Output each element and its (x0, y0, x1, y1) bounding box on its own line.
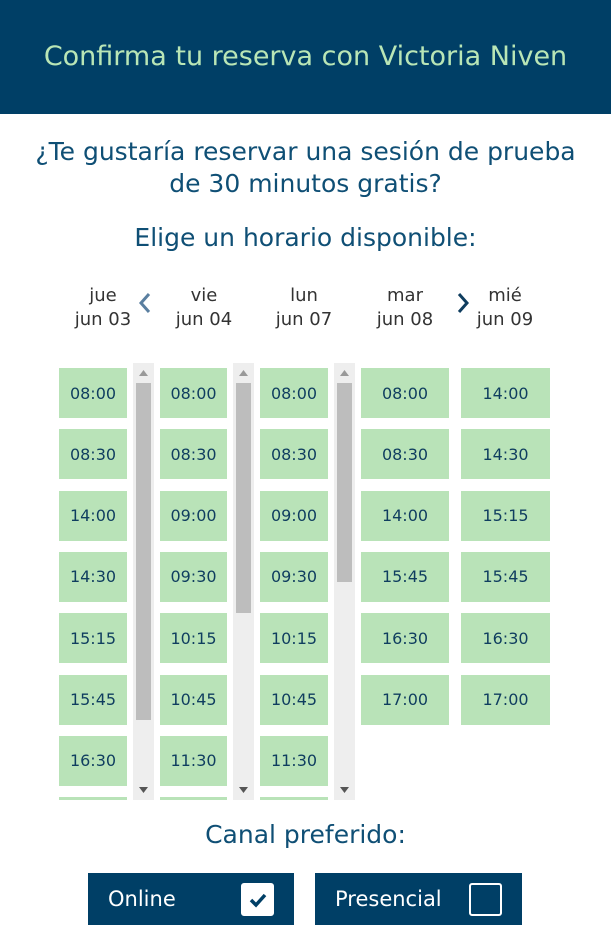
online-checkbox[interactable] (241, 883, 274, 916)
slots-column-mar: 08:00 08:30 14:00 15:45 16:30 17:00 (361, 368, 449, 800)
time-slot-button[interactable]: 09:00 (260, 490, 328, 541)
time-slot-button[interactable]: 15:15 (59, 613, 127, 664)
time-slot-button[interactable]: 16:30 (361, 613, 449, 664)
chevron-left-icon (138, 293, 151, 313)
page-title: Confirma tu reserva con Victoria Niven (43, 41, 568, 72)
slots-column-vie: 08:00 08:30 09:00 09:30 10:15 10:45 11:30 (160, 368, 227, 800)
time-slot-button[interactable]: 08:00 (160, 368, 227, 418)
time-slot-partial[interactable] (59, 797, 127, 800)
time-slot-button[interactable]: 11:30 (260, 735, 328, 786)
day-header-2: lun jun 07 (259, 284, 349, 332)
presencial-checkbox[interactable] (469, 883, 502, 916)
time-slot-button[interactable]: 14:30 (461, 429, 550, 480)
slots-column-mie: 14:00 14:30 15:15 15:45 16:30 17:00 (461, 368, 550, 800)
time-slot-button[interactable]: 08:00 (260, 368, 328, 418)
scroll-up-arrow[interactable] (233, 365, 254, 381)
slots-scrollbar-vie[interactable] (233, 363, 254, 800)
time-slot-button[interactable]: 08:30 (160, 429, 227, 480)
slots-scrollbar-lun[interactable] (334, 363, 355, 800)
time-slot-button[interactable]: 10:15 (160, 613, 227, 664)
check-icon (249, 893, 266, 908)
time-slot-button[interactable]: 08:00 (59, 368, 127, 418)
day-weekday: jue (89, 285, 117, 306)
scrollbar-thumb[interactable] (337, 383, 352, 582)
day-date: jun 08 (376, 309, 434, 330)
day-weekday: mar (387, 285, 423, 306)
option-online[interactable]: Online (88, 873, 294, 925)
next-week-button[interactable] (452, 288, 474, 318)
slots-scrollbar-jue[interactable] (133, 363, 154, 800)
time-slot-button[interactable]: 10:45 (260, 674, 328, 725)
time-slot-button[interactable]: 09:30 (260, 551, 328, 602)
time-slot-button[interactable]: 14:00 (59, 490, 127, 541)
prev-week-button[interactable] (134, 288, 156, 318)
time-slot-button[interactable]: 16:30 (461, 613, 550, 664)
chevron-right-icon (457, 293, 470, 313)
day-header-3: mar jun 08 (360, 284, 450, 332)
time-slot-button[interactable]: 08:30 (361, 429, 449, 480)
time-slot-button[interactable]: 15:45 (361, 551, 449, 602)
day-header-4: mié jun 09 (460, 284, 550, 332)
day-date: jun 07 (275, 309, 333, 330)
time-slot-button[interactable]: 10:45 (160, 674, 227, 725)
page-header: Confirma tu reserva con Victoria Niven (0, 0, 611, 114)
slots-column-lun: 08:00 08:30 09:00 09:30 10:15 10:45 11:30 (260, 368, 328, 800)
time-slot-button[interactable]: 17:00 (461, 674, 550, 725)
option-presencial[interactable]: Presencial (315, 873, 522, 925)
time-slot-button[interactable]: 16:30 (59, 735, 127, 786)
time-slot-button[interactable]: 15:15 (461, 490, 550, 541)
time-slot-button[interactable]: 15:45 (461, 551, 550, 602)
time-slot-partial[interactable] (260, 797, 328, 800)
day-date: jun 09 (476, 309, 534, 330)
time-slot-button[interactable]: 08:30 (260, 429, 328, 480)
scrollbar-thumb[interactable] (236, 383, 251, 614)
time-slot-button[interactable]: 08:30 (59, 429, 127, 480)
time-slot-button[interactable]: 17:00 (361, 674, 449, 725)
scroll-up-arrow[interactable] (334, 365, 355, 381)
scroll-down-arrow[interactable] (233, 782, 254, 798)
option-label: Presencial (335, 887, 442, 911)
time-slot-partial[interactable] (160, 797, 227, 800)
scrollbar-thumb[interactable] (136, 383, 151, 721)
scroll-down-arrow[interactable] (133, 782, 154, 798)
time-slot-button[interactable]: 08:00 (361, 368, 449, 418)
day-date: jun 04 (175, 309, 233, 330)
day-weekday: vie (190, 285, 218, 306)
day-weekday: lun (290, 285, 318, 306)
choose-time-label: Elige un horario disponible: (134, 223, 477, 252)
day-date: jun 03 (74, 309, 132, 330)
time-slot-button[interactable]: 15:45 (59, 674, 127, 725)
option-label: Online (108, 887, 176, 911)
trial-question: ¿Te gustaría reservar una sesión de prue… (35, 137, 576, 198)
scroll-up-arrow[interactable] (133, 365, 154, 381)
day-header-0: jue jun 03 (58, 284, 148, 332)
time-slot-button[interactable]: 09:00 (160, 490, 227, 541)
scroll-down-arrow[interactable] (334, 782, 355, 798)
day-header-1: vie jun 04 (159, 284, 249, 332)
time-slot-button[interactable]: 10:15 (260, 613, 328, 664)
time-slot-button[interactable]: 14:00 (361, 490, 449, 541)
time-slot-button[interactable]: 14:30 (59, 551, 127, 602)
time-slot-button[interactable]: 14:00 (461, 368, 550, 418)
preferred-channel-title: Canal preferido: (205, 820, 406, 849)
time-slot-button[interactable]: 09:30 (160, 551, 227, 602)
day-weekday: mié (488, 285, 522, 306)
time-slot-button[interactable]: 11:30 (160, 735, 227, 786)
slots-column-jue: 08:00 08:30 14:00 14:30 15:15 15:45 16:30 (59, 368, 127, 800)
